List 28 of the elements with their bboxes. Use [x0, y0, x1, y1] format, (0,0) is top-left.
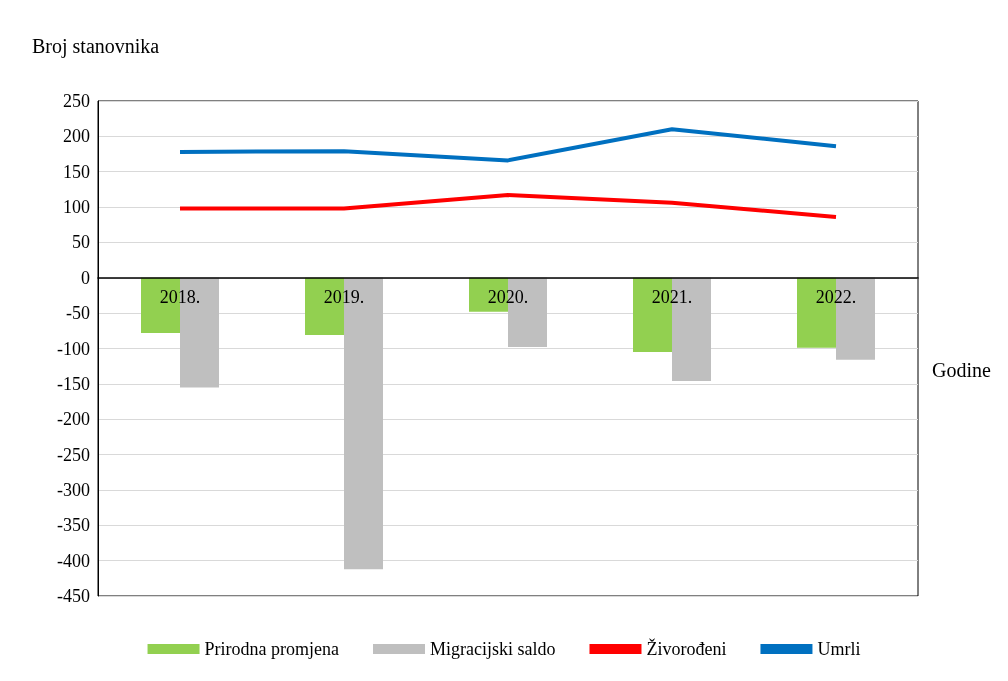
y-tick-label: -350 [57, 515, 90, 536]
x-tick-label: 2019. [323, 286, 365, 307]
y-tick-label: -50 [66, 303, 90, 324]
legend-label: Živorođeni [646, 638, 727, 659]
y-tick-label: -150 [57, 373, 90, 394]
legend-label: Prirodna promjena [204, 639, 340, 659]
y-tick-label: -200 [57, 409, 90, 430]
y-tick-label: 150 [63, 161, 90, 182]
y-tick-label: -450 [57, 586, 90, 606]
y-tick-label: 200 [63, 126, 90, 147]
y-tick-label: 50 [72, 232, 90, 253]
y-tick-label: -300 [57, 479, 90, 500]
line-series [178, 193, 838, 219]
x-tick-label: 2021. [651, 286, 693, 307]
x-tick-label: 2020. [487, 286, 529, 307]
y-tick-label: -250 [57, 444, 90, 465]
x-tick-label: 2018. [159, 286, 201, 307]
legend-label: Migracijski saldo [430, 639, 556, 659]
line-series [178, 127, 838, 163]
x-tick-label: 2022. [815, 286, 857, 307]
x-axis-title: Godine [932, 359, 991, 381]
y-tick-label: 0 [81, 267, 90, 288]
y-tick-label: 250 [63, 91, 90, 111]
y-tick-label: -100 [57, 338, 90, 359]
y-tick-label: 100 [63, 197, 90, 218]
legend-label: Umrli [817, 639, 861, 659]
y-axis-title: Broj stanovnika [32, 35, 160, 58]
y-tick-label: -400 [57, 550, 90, 571]
